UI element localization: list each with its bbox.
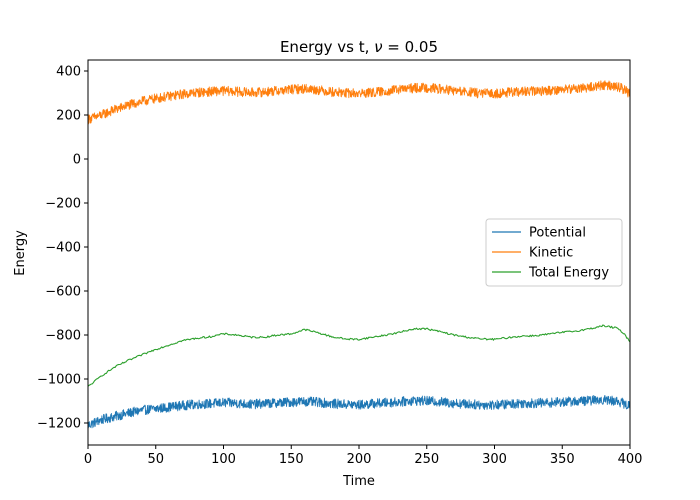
x-tick-label: 150 [279,452,304,467]
chart-title-suffix: = 0.05 [383,38,439,56]
y-tick-label: −400 [45,241,81,256]
y-axis-label: Energy [13,230,28,276]
chart-title-symbol: ν [374,38,382,56]
legend-label: Kinetic [529,246,573,261]
legend: Potential Kinetic Total Energy [485,218,623,287]
y-axis-ticks: 400 200 0 −200 −400 −600 −800 −1000 −1200 [37,65,88,432]
x-axis-label: Time [342,474,375,489]
series-line-kinetic [87,80,631,125]
x-axis-ticks: 0 50 100 150 200 250 300 350 400 [84,445,643,467]
x-tick-label: 350 [550,452,575,467]
y-tick-label: 400 [56,65,81,80]
x-tick-label: 400 [618,452,643,467]
legend-items: Potential Kinetic Total Energy [492,226,609,281]
y-tick-label: −800 [45,329,81,344]
y-tick-label: −600 [45,285,81,300]
series-line-total-energy [87,324,631,387]
chart-title: Energy vs t, ν = 0.05 [280,38,438,56]
x-tick-label: 50 [147,452,164,467]
y-tick-label: −200 [45,197,81,212]
y-tick-label: 0 [73,153,81,168]
legend-label: Total Energy [528,266,609,281]
chart-title-prefix: Energy vs t, [280,38,374,56]
x-tick-label: 100 [211,452,236,467]
y-tick-label: −1200 [37,417,81,432]
x-tick-label: 300 [482,452,507,467]
y-tick-label: −1000 [37,373,81,388]
series-line-potential [87,395,631,429]
y-tick-label: 200 [56,109,81,124]
x-tick-label: 200 [347,452,372,467]
legend-box [485,218,623,287]
x-tick-label: 0 [84,452,92,467]
x-tick-label: 250 [414,452,439,467]
series-layer [87,80,631,429]
legend-label: Potential [529,226,586,241]
